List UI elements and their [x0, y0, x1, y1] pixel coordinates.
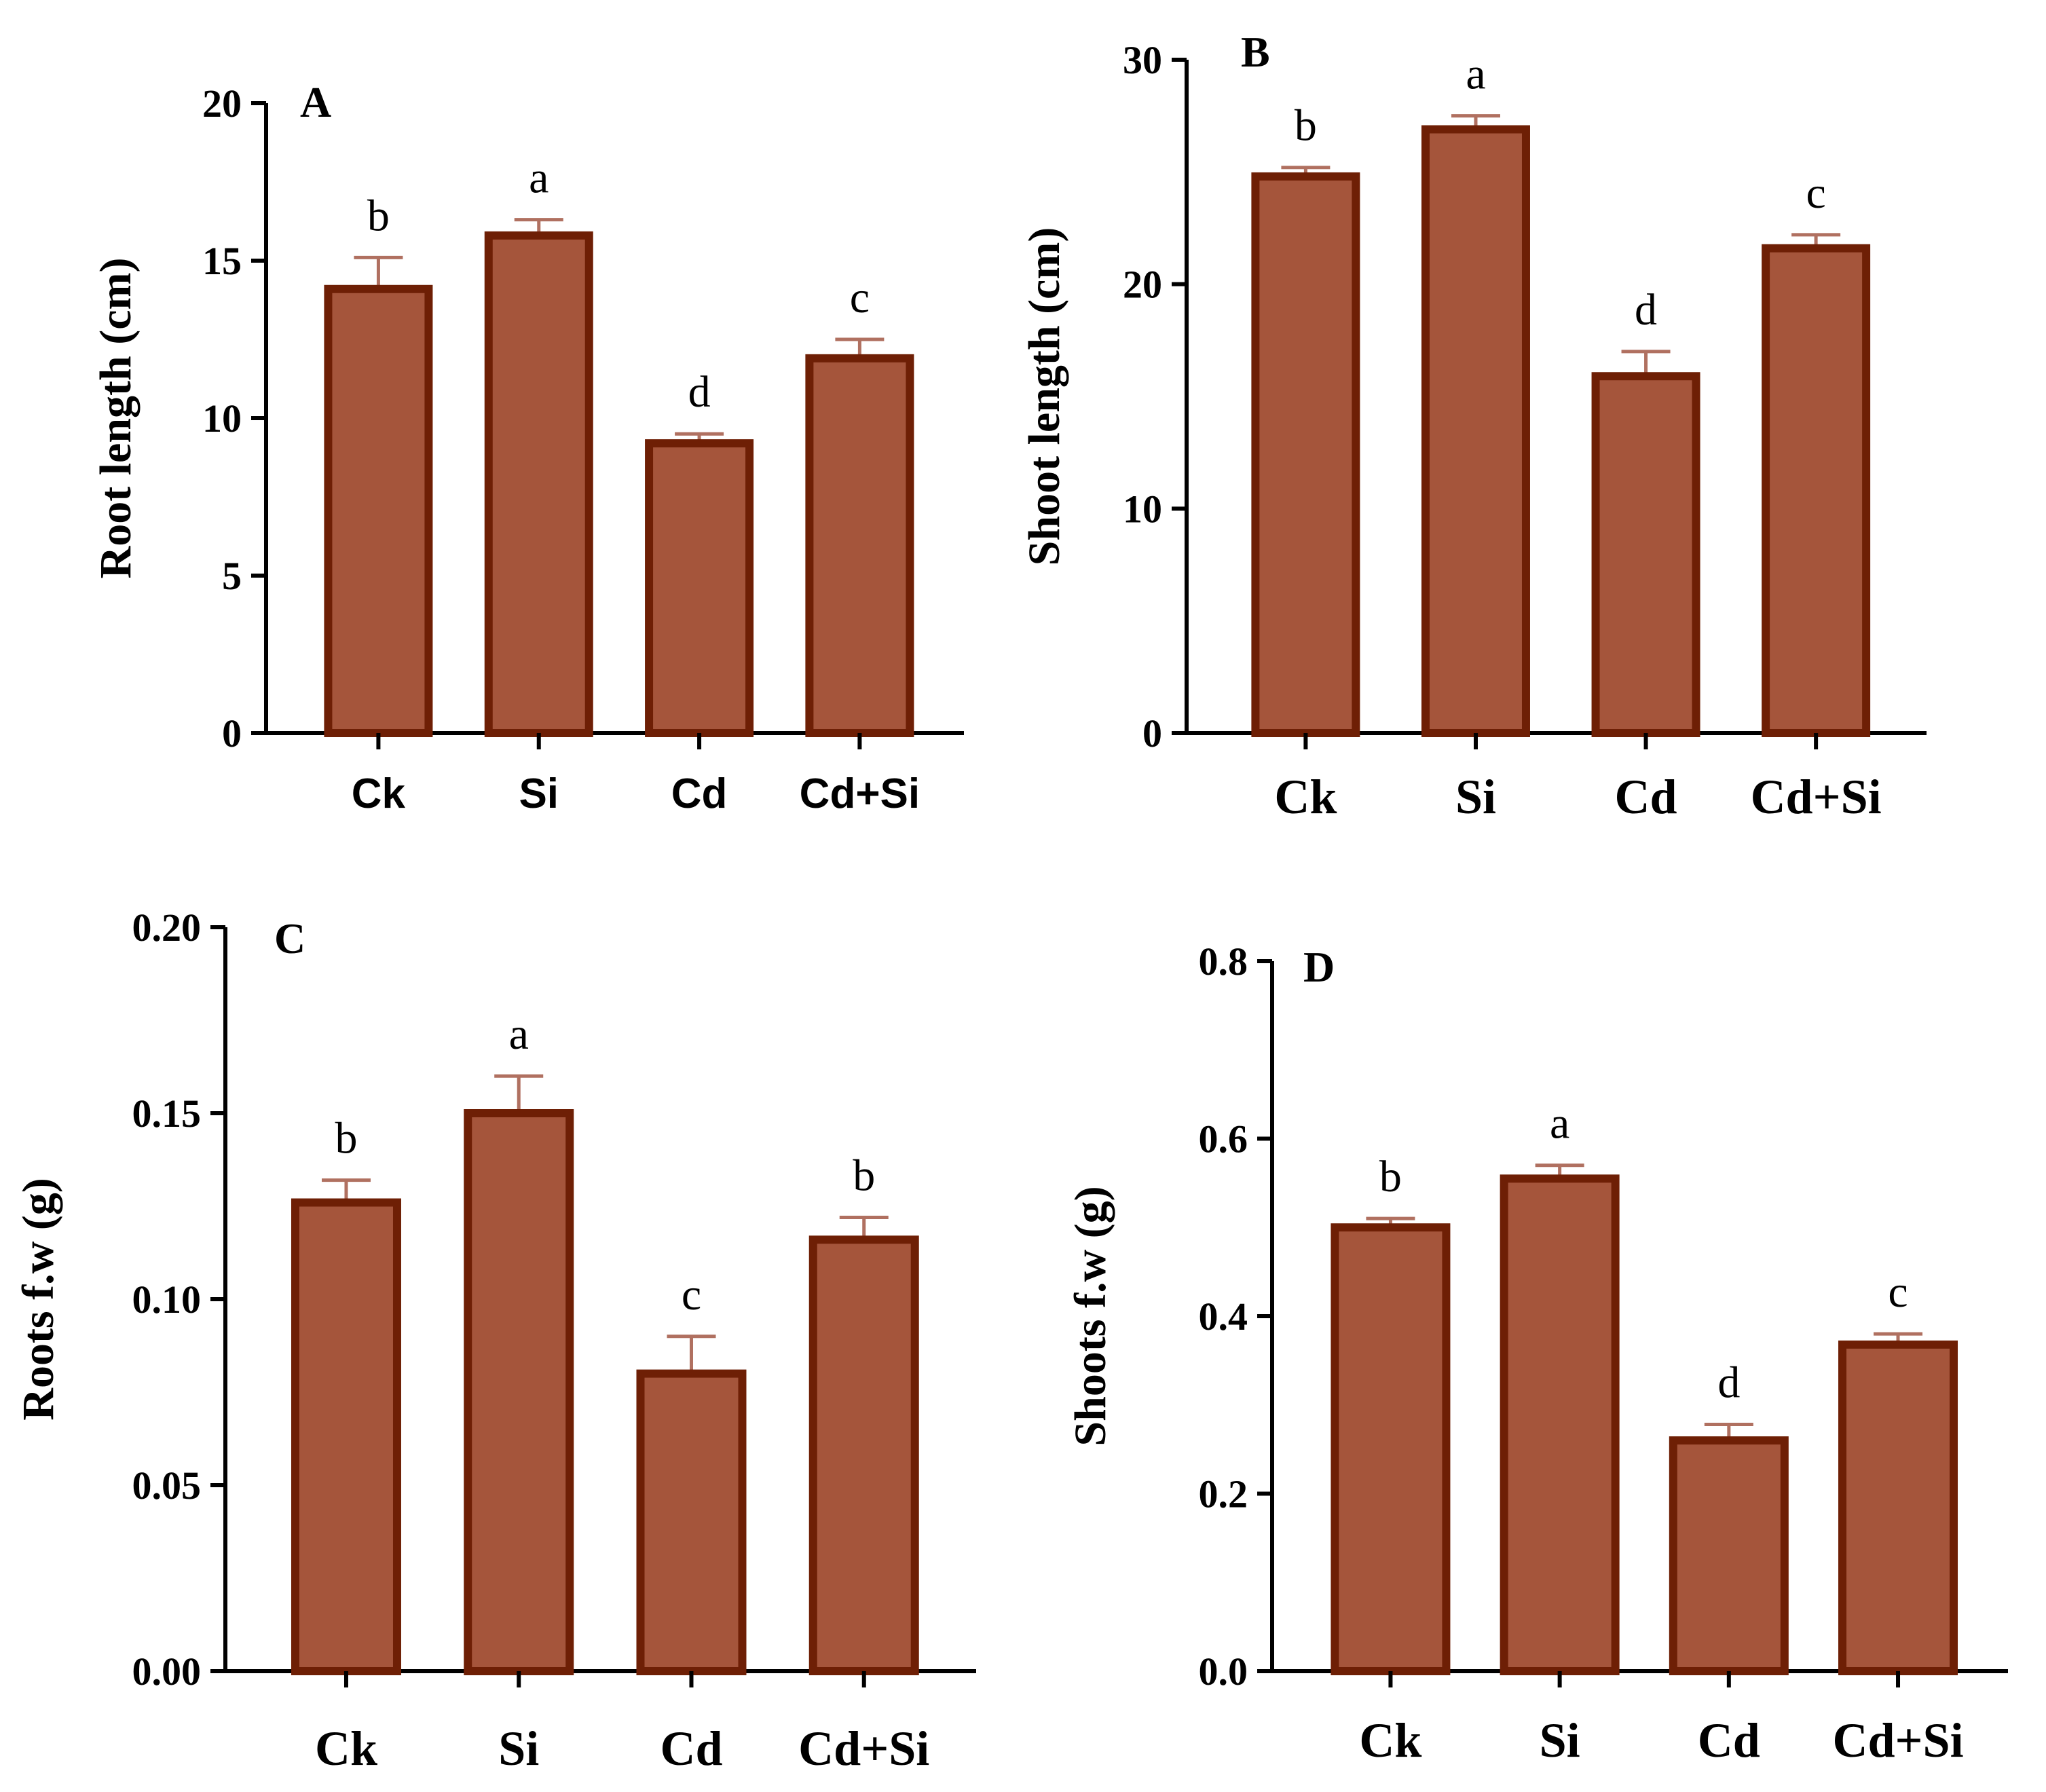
bar-a-0	[324, 284, 433, 737]
x-tick-label: Ck	[352, 770, 406, 817]
panel-a: 0 5 10 15 20 Root length (cm) Ab Ck a Si d Cd c Cd+Si	[91, 78, 964, 817]
bar-d-0	[1331, 1223, 1451, 1675]
y-tick-label: 0.6	[1199, 1117, 1248, 1161]
x-tick-label: Ck	[315, 1721, 377, 1776]
y-axis-label: Shoots f.w (g)	[1066, 1186, 1115, 1446]
significance-letter: a	[1466, 50, 1485, 99]
y-tick-label: 0.20	[132, 906, 202, 950]
y-tick-label: 5	[222, 554, 242, 598]
bar-a-2	[645, 439, 754, 737]
y-tick-label: 0	[1142, 711, 1162, 755]
x-tick-label: Si	[1455, 770, 1496, 824]
panel-d: 0.0 0.2 0.4 0.6 0.8 Shoots f.w (g) Db Ck a Si d Cd c…	[1066, 939, 2008, 1768]
bar-d-3	[1838, 1340, 1958, 1675]
bar-a-3	[805, 354, 914, 737]
panel-letter: A	[300, 78, 331, 126]
y-axis-label: Shoot length (cm)	[1020, 227, 1069, 566]
y-tick-label: 0.15	[132, 1091, 202, 1136]
significance-letter: c	[682, 1270, 701, 1320]
significance-letter: b	[335, 1114, 357, 1163]
y-axis-label: Root length (cm)	[91, 258, 141, 579]
significance-letter: d	[1717, 1358, 1740, 1408]
y-tick-label: 0.2	[1199, 1472, 1248, 1516]
bar-a-1	[484, 231, 593, 737]
bar-c-2	[636, 1369, 747, 1675]
y-axis-label: Roots f.w (g)	[14, 1178, 63, 1420]
y-tick-label: 0.05	[132, 1463, 202, 1508]
significance-letter: d	[1635, 285, 1657, 335]
x-tick-label: Cd+Si	[798, 1721, 929, 1776]
bar-c-0	[291, 1198, 401, 1675]
y-tick-label: 30	[1123, 38, 1162, 82]
y-tick-label: 0	[222, 711, 242, 755]
y-tick-label: 0.00	[132, 1649, 202, 1694]
significance-letter: c	[1806, 168, 1825, 218]
x-tick-label: Cd+Si	[1832, 1713, 1963, 1768]
bar-b-0	[1251, 172, 1360, 737]
panel-letter: C	[274, 914, 305, 963]
significance-letter: c	[1888, 1267, 1908, 1317]
bar-b-3	[1762, 244, 1871, 737]
significance-letter: c	[850, 273, 870, 322]
x-tick-label: Cd+Si	[1751, 770, 1882, 824]
significance-letter: b	[367, 191, 390, 240]
bar-b-1	[1421, 125, 1530, 738]
y-tick-label: 0.10	[132, 1277, 202, 1322]
panel-letter: B	[1241, 28, 1270, 76]
x-tick-label: Si	[498, 1721, 539, 1776]
significance-letter: a	[529, 153, 548, 203]
x-tick-label: Si	[519, 770, 559, 817]
bar-c-3	[808, 1235, 919, 1675]
bar-c-1	[464, 1109, 574, 1675]
significance-letter: a	[1550, 1099, 1569, 1149]
y-tick-label: 10	[202, 396, 242, 441]
x-tick-label: Si	[1540, 1713, 1580, 1768]
x-tick-label: Ck	[1359, 1713, 1421, 1768]
x-tick-label: Cd+Si	[800, 770, 920, 817]
y-tick-label: 20	[202, 81, 242, 126]
x-tick-label: Cd	[1615, 770, 1677, 824]
significance-letter: b	[1295, 101, 1317, 151]
y-tick-label: 15	[202, 239, 242, 283]
bar-d-2	[1669, 1436, 1789, 1676]
bar-d-1	[1500, 1174, 1620, 1675]
significance-letter: b	[853, 1151, 875, 1200]
y-tick-label: 0.8	[1199, 939, 1248, 984]
y-tick-label: 10	[1123, 487, 1162, 531]
significance-letter: d	[688, 367, 711, 417]
x-tick-label: Cd	[671, 770, 728, 817]
y-tick-label: 0.0	[1199, 1649, 1248, 1694]
y-tick-label: 0.4	[1199, 1294, 1248, 1339]
x-tick-label: Cd	[660, 1721, 722, 1776]
panel-c: 0.00 0.05 0.10 0.15 0.20 Roots f.w (g) Cb Ck a Si…	[14, 906, 976, 1776]
bar-b-2	[1591, 372, 1700, 737]
y-tick-label: 20	[1123, 263, 1162, 307]
panel-letter: D	[1303, 943, 1335, 991]
significance-letter: b	[1379, 1152, 1402, 1201]
x-tick-label: Cd	[1698, 1713, 1760, 1768]
x-tick-label: Ck	[1274, 770, 1337, 824]
panel-b: 0 10 20 30 Shoot length (cm) Bb Ck a Si d Cd c Cd+Si	[1020, 28, 1927, 824]
significance-letter: a	[509, 1009, 529, 1059]
